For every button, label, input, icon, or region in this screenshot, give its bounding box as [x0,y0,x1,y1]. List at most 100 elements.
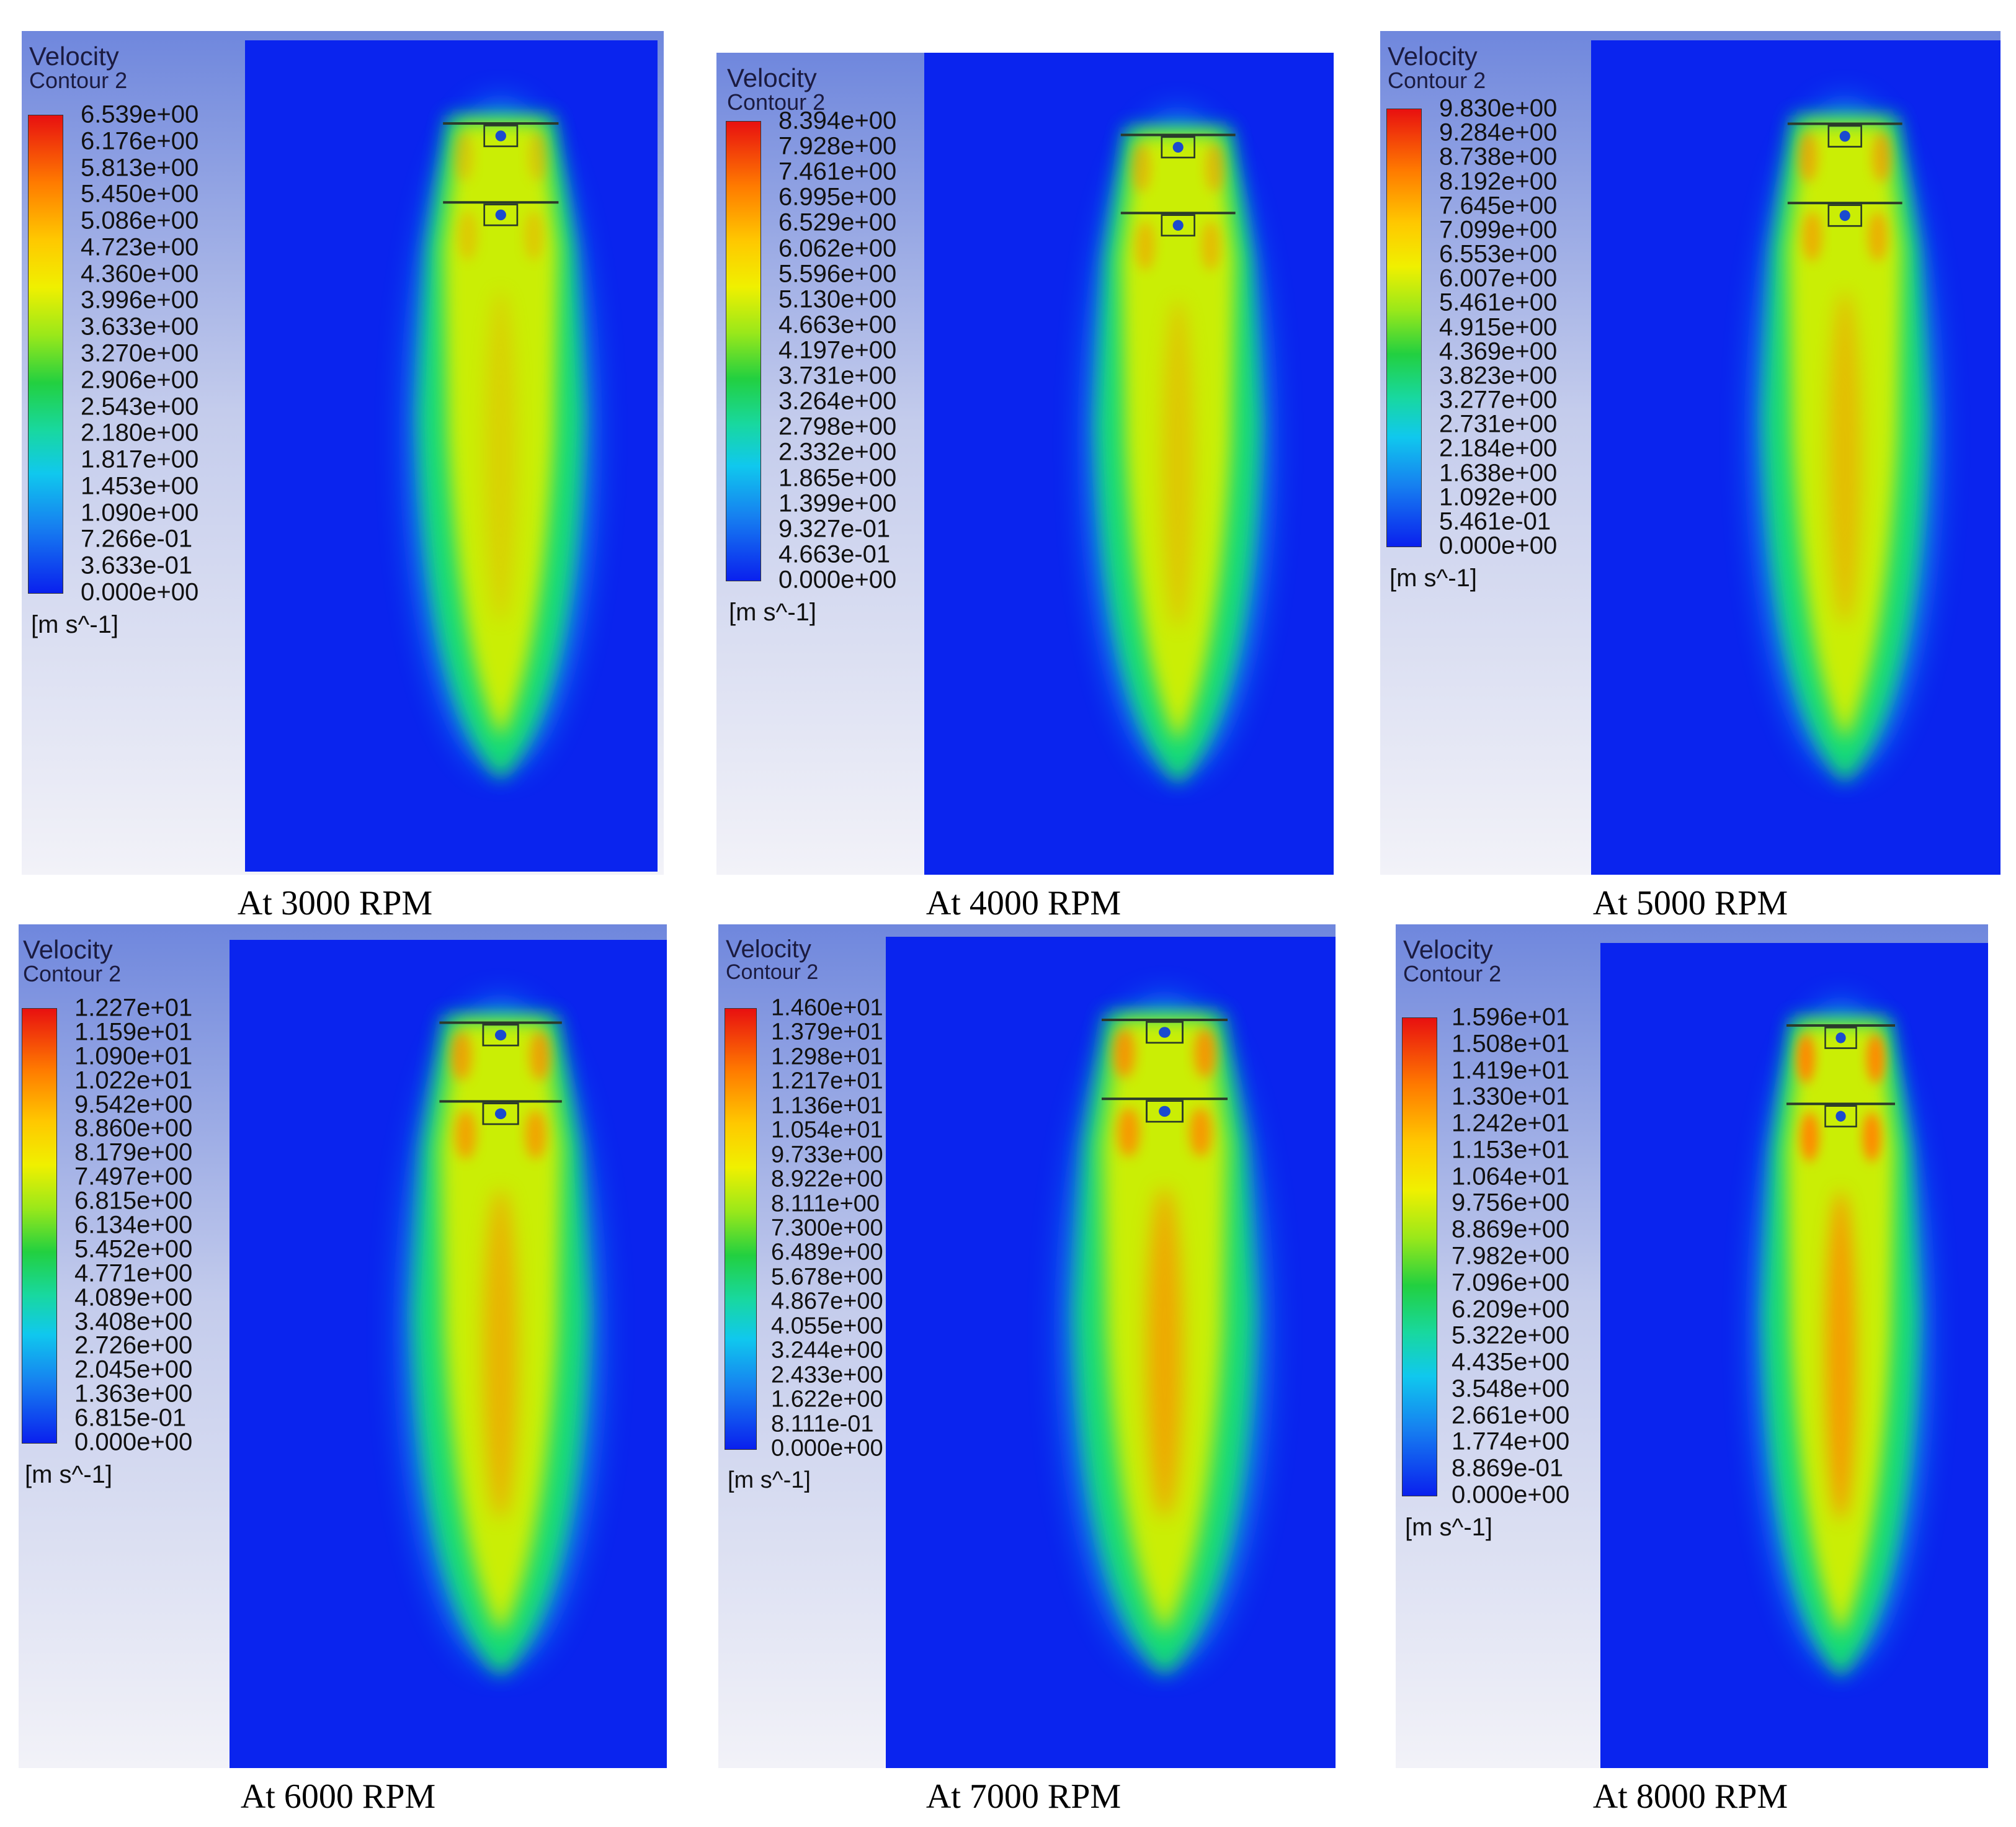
colorbar-tick-label: 1.638e+00 [1439,459,1558,486]
colorbar-tick-label: 5.461e+00 [1439,288,1558,316]
colorbar-tick-label: 0.000e+00 [81,578,199,606]
flow-domain [245,40,658,872]
rotor-hub-lower [495,209,506,221]
colorbar-tick-label: 7.928e+00 [778,132,897,160]
jet-hotspot [1866,1034,1885,1084]
units-label: [m s^-1] [25,1461,112,1488]
colorbar-tick-label: 1.064e+01 [1452,1163,1570,1190]
jet-hotspot [1868,211,1888,262]
flow-domain [886,937,1336,1768]
colorbar-tick-label: 5.322e+00 [1452,1321,1570,1349]
colorbar-tick-label: 7.300e+00 [771,1215,883,1241]
colorbar-tick-label: 4.089e+00 [74,1284,193,1311]
legend-subtitle-text: Contour 2 [726,960,819,984]
jet-hotspot [1802,211,1822,262]
jet-centerline [1161,299,1195,628]
legend-subtitle-text: Contour 2 [23,961,122,986]
colorbar-tick-label: 7.099e+00 [1439,216,1558,244]
rotor-hub-lower [1835,1110,1846,1122]
units-label: [m s^-1] [729,599,816,626]
colorbar-tick-label: 5.130e+00 [778,285,897,313]
legend-title: Velocity Contour 2 [29,43,127,92]
legend-title-text: Velocity [727,63,817,92]
colorbar-tick-label: 7.497e+00 [74,1163,193,1190]
rotor-body-upper [482,1024,519,1047]
colorbar-tick-label: 2.661e+00 [1452,1401,1570,1429]
colorbar-tick-labels: 1.227e+01 1.159e+01 1.090e+01 1.022e+01 9.54… [74,994,236,1456]
colorbar-tick-label: 2.731e+00 [1439,410,1558,438]
colorbar-tick-label: 1.022e+01 [74,1066,193,1094]
colorbar-tick-label: 3.731e+00 [778,362,897,390]
colorbar-tick-label: 7.096e+00 [1452,1269,1570,1297]
colorbar-tick-labels: 8.394e+00 7.928e+00 7.461e+00 6.995e+00 6.52… [778,107,940,594]
jet-hotspot [1118,1107,1140,1158]
flow-domain [1591,40,2000,875]
legend-title-text: Velocity [726,936,811,963]
colorbar-tick-label: 6.007e+00 [1439,264,1558,292]
legend-title: Velocity Contour 2 [1403,937,1501,985]
colorbar-tick-label: 4.663e-01 [778,540,891,568]
jet-hotspot [1798,132,1818,182]
colorbar-tick-label: 1.242e+01 [1452,1109,1570,1137]
colorbar-tick-label: 1.817e+00 [81,445,199,473]
colorbar [726,121,761,581]
colorbar-tick-label: 1.217e+01 [771,1068,883,1094]
panel-caption: At 7000 RPM [925,1777,1122,1816]
jet-hotspot [1113,1028,1135,1078]
colorbar-tick-label: 8.179e+00 [74,1138,193,1166]
colorbar-tick-label: 7.645e+00 [1439,192,1558,220]
jet-hotspot [1190,1107,1211,1158]
legend-subtitle-text: Contour 2 [1403,961,1502,986]
colorbar [1402,1017,1437,1496]
colorbar-tick-label: 4.771e+00 [74,1259,193,1287]
jet-hotspot [529,1030,551,1081]
colorbar-tick-label: 8.869e+00 [1452,1215,1570,1243]
colorbar-tick-label: 4.369e+00 [1439,337,1558,365]
colorbar-tick-label: 1.460e+01 [771,994,883,1021]
colorbar-tick-label: 4.055e+00 [771,1313,883,1339]
jet-hotspot [1796,1034,1816,1084]
colorbar-tick-label: 0.000e+00 [74,1428,193,1456]
jet-centerline [1828,290,1862,625]
colorbar-tick-label: 8.192e+00 [1439,168,1558,195]
colorbar-tick-label: 3.996e+00 [81,286,199,314]
rotor-hub-lower [1159,1106,1171,1117]
legend-title-text: Velocity [23,935,113,964]
colorbar-tick-labels: 1.596e+01 1.508e+01 1.419e+01 1.330e+01 1.24… [1452,1004,1613,1509]
contour-panel-rpm-4000: Velocity Contour 2 8.394e+00 7.928e+00 7.461… [716,53,1334,875]
colorbar-tick-label: 1.159e+01 [74,1018,193,1046]
rotor-hub-upper [495,130,506,141]
colorbar-tick-label: 8.922e+00 [771,1166,883,1192]
colorbar-tick-label: 3.244e+00 [771,1337,883,1364]
units-label: [m s^-1] [31,611,118,638]
colorbar-tick-label: 7.266e-01 [81,525,193,553]
colorbar-tick-label: 1.596e+01 [1452,1003,1570,1031]
velocity-field [404,1002,597,1677]
jet-hotspot [1862,1112,1881,1162]
colorbar-tick-label: 9.830e+00 [1439,94,1558,122]
colorbar-tick-label: 6.539e+00 [81,101,199,128]
jet-hotspot [458,210,478,261]
colorbar-tick-label: 1.054e+01 [771,1117,883,1143]
colorbar-tick-label: 2.726e+00 [74,1331,193,1359]
rotor-hub-lower [1839,210,1850,221]
units-label: [m s^-1] [1405,1514,1492,1541]
colorbar-tick-label: 1.622e+00 [771,1386,883,1413]
legend-title: Velocity Contour 2 [23,937,121,985]
colorbar-tick-label: 6.134e+00 [74,1211,193,1239]
rotor-hub-upper [1172,141,1184,153]
jet-centerline [483,1188,519,1520]
colorbar-tick-label: 8.111e+00 [771,1190,880,1217]
colorbar-tick-label: 1.865e+00 [778,464,897,492]
colorbar-tick-label: 2.433e+00 [771,1362,883,1388]
rotor-hub-lower [494,1108,507,1120]
colorbar-tick-label: 9.756e+00 [1452,1189,1570,1217]
colorbar-tick-label: 6.176e+00 [81,127,199,155]
jet-hotspot [1131,143,1151,193]
colorbar-tick-label: 5.678e+00 [771,1264,883,1290]
velocity-field [410,102,592,780]
colorbar-tick-label: 3.277e+00 [1439,386,1558,414]
colorbar-tick-label: 7.982e+00 [1452,1242,1570,1270]
rotor-body-lower [1161,214,1195,237]
jet-hotspot [1800,1112,1819,1162]
